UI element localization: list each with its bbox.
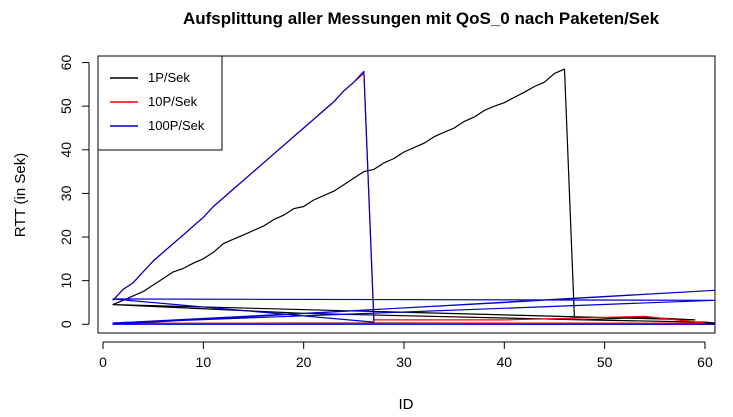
y-tick-label: 40 (58, 142, 74, 158)
y-tick-label: 60 (58, 55, 74, 71)
legend-box (97, 55, 223, 151)
series-layer (112, 68, 716, 325)
x-tick-label: 50 (597, 354, 613, 370)
x-axis: 0 10 20 30 40 50 60 (99, 341, 713, 370)
series-line-0 (112, 68, 716, 324)
x-tick-label: 30 (396, 354, 412, 370)
x-tick-label: 0 (99, 354, 107, 370)
chart-title: Aufsplittung aller Messungen mit QoS_0 n… (183, 9, 660, 28)
series-line-2 (112, 70, 716, 325)
y-tick-label: 10 (58, 273, 74, 289)
y-axis-label: RTT (in Sek) (12, 153, 29, 237)
x-tick-label: 60 (697, 354, 713, 370)
x-tick-label: 10 (196, 354, 212, 370)
x-tick-label: 40 (497, 354, 513, 370)
y-axis: 0 10 20 30 40 50 60 (58, 55, 90, 328)
y-tick-label: 20 (58, 229, 74, 245)
y-tick-label: 30 (58, 185, 74, 201)
legend: 1P/Sek 10P/Sek 100P/Sek (97, 55, 223, 151)
y-tick-label: 50 (58, 98, 74, 114)
legend-item-1p: 1P/Sek (148, 70, 190, 85)
x-axis-label: ID (399, 396, 414, 413)
legend-item-100p: 100P/Sek (148, 118, 205, 133)
plot-area-frame (97, 55, 716, 334)
legend-item-10p: 10P/Sek (148, 94, 198, 109)
x-tick-label: 20 (296, 354, 312, 370)
y-tick-label: 0 (58, 320, 74, 328)
